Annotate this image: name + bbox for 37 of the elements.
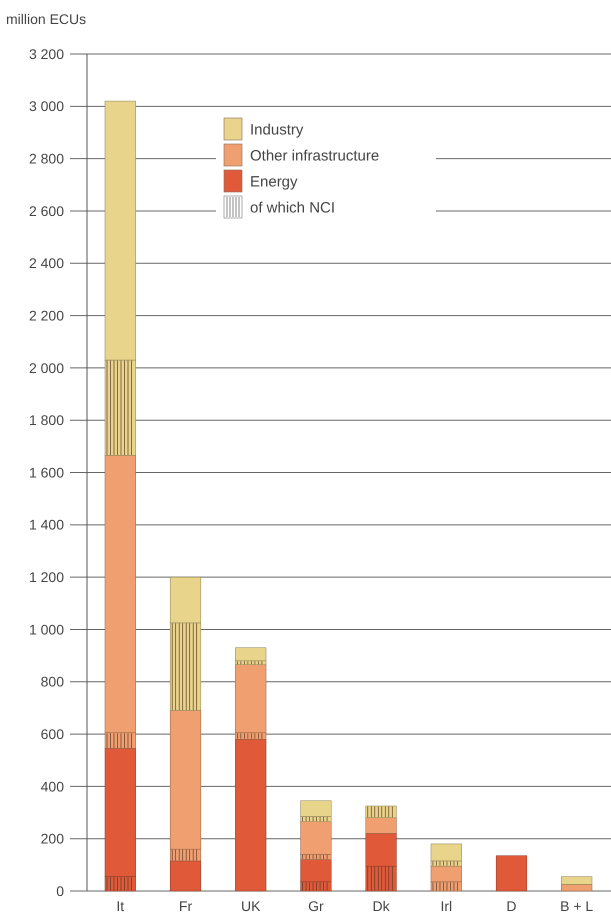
y-tick-label: 2 000: [28, 360, 64, 376]
x-tick-label: It: [116, 898, 124, 914]
legend-label: Industry: [250, 121, 304, 138]
x-tick-label: D: [506, 898, 517, 914]
legend-label: Other infrastructure: [250, 147, 380, 164]
y-tick-label: 2 200: [28, 307, 64, 324]
y-tick-label: 3 000: [28, 98, 64, 114]
bar: [235, 739, 266, 892]
y-tick-label: 2 600: [28, 202, 64, 219]
x-tick-label: UK: [240, 898, 262, 914]
y-tick-label: 2 800: [28, 150, 64, 167]
x-tick-label: Irl: [440, 898, 452, 914]
y-tick-label: 3 200: [28, 46, 64, 62]
y-tick-label: 600: [40, 726, 64, 742]
y-tick-label: 800: [40, 674, 64, 690]
y-tick-label: 400: [40, 778, 64, 794]
y-tick-label: 200: [40, 830, 64, 847]
y-tick-label: 2 400: [28, 255, 64, 272]
bar: [561, 876, 592, 885]
bar: [170, 860, 202, 892]
y-axis-title: million ECUs: [6, 11, 86, 27]
bar: [235, 647, 266, 662]
x-tick-label: B + L: [560, 898, 594, 914]
annotation: of which NCI: [250, 199, 336, 216]
legend-label: Energy: [250, 173, 298, 190]
y-tick-label: 1 600: [28, 464, 64, 480]
bar: [366, 818, 397, 834]
x-tick-label: Gr: [308, 898, 324, 914]
y-tick-label: 1 400: [28, 516, 64, 533]
x-tick-label: Fr: [178, 898, 192, 914]
y-tick-label: 1 800: [28, 412, 64, 428]
x-tick-label: Dk: [372, 898, 391, 914]
bar: [561, 884, 592, 892]
bar: [496, 855, 528, 892]
y-tick-label: 0: [56, 882, 64, 899]
y-tick-label: 1 000: [28, 621, 64, 638]
y-tick-label: 1 200: [28, 569, 64, 586]
